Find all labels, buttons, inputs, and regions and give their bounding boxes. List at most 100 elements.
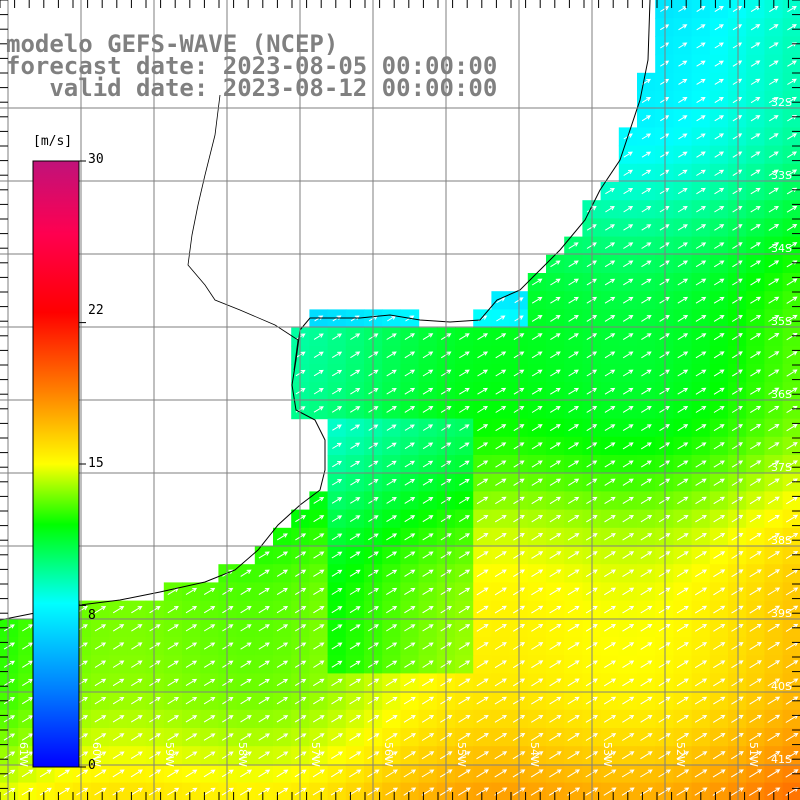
wind-arrow (695, 569, 707, 578)
wind-arrow (312, 769, 325, 778)
wind-arrow (476, 696, 489, 705)
wind-arrow (604, 242, 616, 249)
wind-arrow (785, 551, 799, 560)
wind-arrow (240, 733, 252, 741)
wind-arrow (3, 733, 16, 741)
wind-arrow (403, 769, 417, 778)
wind-arrow (568, 442, 580, 450)
wind-arrow (312, 787, 325, 796)
longitude-label: 60W (90, 742, 103, 767)
wind-arrow (312, 715, 325, 723)
wind-arrow (694, 751, 708, 760)
wind-arrow (750, 296, 762, 304)
colorbar-tick-label: 15 (88, 456, 104, 471)
wind-arrow (785, 732, 799, 742)
longitude-label: 61W (17, 742, 30, 767)
wind-arrow (623, 169, 633, 176)
wind-arrow (660, 115, 670, 122)
wind-arrow (604, 460, 616, 468)
wind-arrow (167, 642, 179, 650)
wind-arrow (350, 406, 361, 413)
wind-arrow (730, 751, 744, 760)
wind-arrow (660, 6, 670, 12)
latitude-label: 33S (771, 169, 792, 182)
wind-arrow (385, 733, 398, 741)
wind-arrow (549, 769, 562, 778)
wind-arrow (622, 496, 634, 505)
wind-arrow (203, 678, 216, 687)
wind-arrow (494, 533, 507, 541)
wind-arrow (678, 151, 688, 158)
wind-arrow (422, 460, 434, 468)
wind-arrow (403, 787, 417, 796)
wind-arrow (549, 551, 562, 559)
wind-arrow (749, 478, 762, 486)
wind-arrow (749, 442, 762, 450)
wind-arrow (714, 97, 724, 104)
wind-arrow (313, 533, 325, 541)
longitude-labels: 61W 60W 59W 58W 57W 56W 55W 54W 53W 52W 51W (17, 742, 760, 767)
wind-arrow (258, 642, 270, 650)
wind-arrow (403, 696, 416, 705)
wind-arrow (477, 387, 489, 395)
wind-arrow (568, 478, 580, 486)
wind-arrow (603, 787, 617, 796)
wind-arrow (276, 696, 289, 705)
wind-arrow (787, 96, 797, 104)
wind-arrow (476, 496, 489, 505)
wind-arrow (695, 315, 707, 322)
wind-arrow (331, 388, 343, 395)
wind-arrow (768, 42, 779, 49)
wind-arrow (476, 587, 489, 596)
wind-arrow (494, 569, 507, 578)
wind-arrow (604, 296, 616, 304)
wind-arrow (331, 551, 343, 559)
wind-arrow (749, 732, 762, 742)
wind-arrow (696, 42, 706, 49)
wind-arrow (749, 460, 762, 468)
wind-arrow (677, 315, 689, 322)
wind-arrow (659, 296, 670, 304)
wind-arrow (731, 569, 744, 578)
wind-arrow (767, 587, 781, 596)
wind-arrow (677, 224, 688, 231)
colorbar-gradient (32, 160, 80, 768)
wind-arrow (167, 624, 179, 632)
wind-arrow (3, 624, 15, 632)
wind-arrow (622, 369, 634, 377)
wind-arrow (349, 751, 362, 760)
wind-arrow (149, 678, 161, 687)
wind-arrow (331, 533, 343, 541)
wind-arrow (732, 205, 743, 213)
wind-arrow (404, 642, 416, 650)
wind-arrow (750, 314, 762, 322)
wind-arrow (459, 351, 470, 359)
wind-arrow (622, 605, 635, 614)
wind-arrow (732, 224, 743, 231)
wind-arrow (458, 496, 470, 504)
wind-arrow (459, 424, 470, 431)
wind-arrow (130, 769, 143, 778)
wind-arrow (331, 406, 343, 413)
wind-arrow (494, 514, 507, 523)
wind-arrow (732, 60, 743, 67)
wind-arrow (604, 533, 616, 541)
wind-arrow (57, 787, 71, 796)
wind-arrow (640, 587, 653, 596)
wind-arrow (731, 405, 743, 413)
wind-arrow (349, 696, 362, 705)
wind-arrow (550, 333, 561, 341)
wind-arrow (404, 515, 416, 523)
wind-arrow (422, 515, 434, 523)
wind-arrow (641, 351, 652, 359)
wind-arrow (604, 260, 616, 268)
wind-arrow (531, 278, 543, 286)
wind-arrow (332, 442, 342, 449)
wind-arrow (767, 660, 781, 669)
wind-arrow (350, 478, 361, 486)
wind-arrow (39, 769, 52, 778)
wind-arrow (494, 623, 507, 632)
wind-arrow (531, 587, 544, 596)
wind-arrow (731, 351, 743, 359)
